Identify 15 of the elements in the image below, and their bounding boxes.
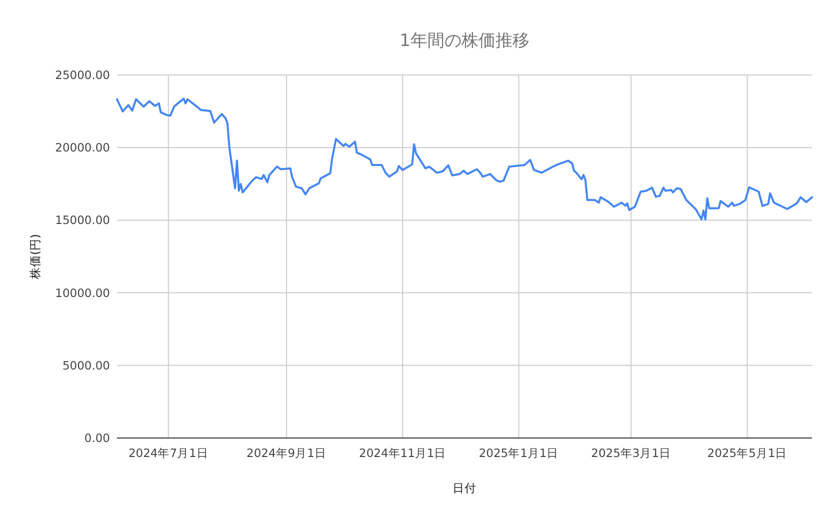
x-tick-label: 2024年7月1日 bbox=[128, 446, 208, 460]
chart-title: 1年間の株価推移 bbox=[400, 31, 530, 51]
x-tick-label: 2024年9月1日 bbox=[246, 446, 326, 460]
y-tick-label: 0.00 bbox=[84, 431, 110, 445]
y-tick-label: 15000.00 bbox=[55, 213, 110, 228]
y-tick-label: 20000.00 bbox=[55, 140, 110, 155]
y-axis-title: 株価(円) bbox=[28, 234, 42, 280]
x-tick-label: 2024年11月1日 bbox=[359, 446, 446, 460]
x-tick-label: 2025年3月1日 bbox=[591, 446, 672, 460]
y-tick-label: 5000.00 bbox=[62, 358, 110, 372]
y-tick-label: 25000.00 bbox=[55, 68, 110, 82]
x-axis-title: 日付 bbox=[452, 481, 476, 495]
x-tick-label: 2025年5月1日 bbox=[707, 446, 788, 460]
x-tick-label: 2025年1月1日 bbox=[478, 446, 559, 460]
y-tick-label: 10000.00 bbox=[55, 286, 110, 300]
